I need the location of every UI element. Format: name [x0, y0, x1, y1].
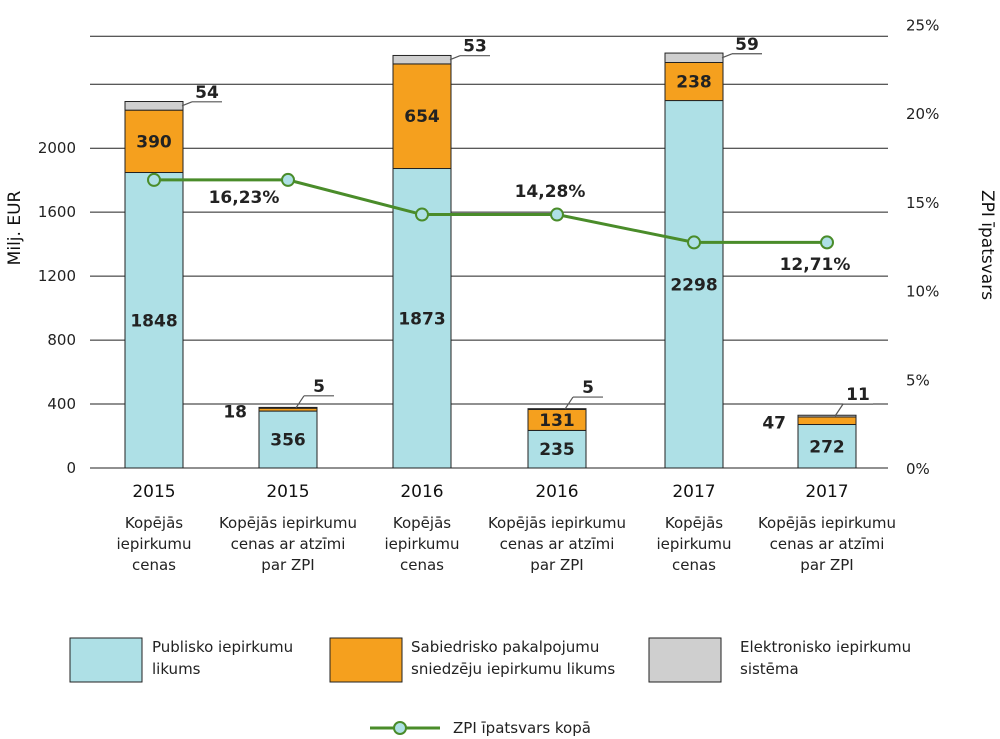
y-tick-label: 2000 — [38, 139, 76, 157]
zpi-marker — [281, 172, 295, 187]
category-desc-label: Kopējās iepirkumu — [488, 514, 626, 532]
category-year-label: 2017 — [672, 482, 715, 502]
bar-segment-spsil — [392, 63, 452, 170]
zpi-marker — [550, 207, 564, 222]
category-desc-label: cenas — [400, 556, 444, 574]
leader-line — [449, 55, 461, 61]
data-label-spsil: 131 — [539, 411, 575, 431]
bar-segment-pil — [664, 100, 724, 469]
y-tick-label: 0 — [66, 459, 76, 477]
zpi-marker — [687, 235, 701, 250]
bar-segment-eis — [124, 101, 184, 111]
y-axis-title: Milj. EUR — [5, 190, 25, 265]
legend-label: likums — [152, 660, 201, 678]
category-desc-label: par ZPI — [800, 556, 853, 574]
category-desc-label: cenas — [132, 556, 176, 574]
category-desc-label: Kopējās — [125, 514, 183, 532]
category-desc-label: iepirkumu — [116, 535, 191, 553]
legend-label: sniedzēju iepirkumu likums — [411, 660, 615, 678]
y2-tick-label: 20% — [906, 105, 939, 123]
legend-label: sistēma — [740, 660, 799, 678]
data-label-pil: 272 — [809, 437, 845, 457]
legend-swatch — [69, 637, 143, 683]
leader-line — [564, 396, 574, 410]
data-label-eis: 11 — [846, 385, 870, 405]
category-desc-label: Kopējās iepirkumu — [758, 514, 896, 532]
category-desc-label: cenas — [672, 556, 716, 574]
bar-segment-eis — [664, 52, 724, 63]
y-tick-label: 1600 — [38, 203, 76, 221]
zpi-marker — [415, 207, 429, 222]
data-label-pil: 356 — [270, 431, 306, 451]
legend-label: Publisko iepirkumu — [152, 638, 293, 656]
legend-label: Elektronisko iepirkumu — [740, 638, 911, 656]
category-desc-label: par ZPI — [530, 556, 583, 574]
data-label-spsil: 238 — [676, 73, 712, 93]
category-desc-label: Kopējās — [393, 514, 451, 532]
bar-segment-eis — [797, 414, 857, 418]
legend-label: Sabiedrisko pakalpojumu — [411, 638, 599, 656]
data-label-eis: 59 — [735, 35, 759, 55]
bar-segment-pil — [797, 424, 857, 469]
y2-tick-label: 5% — [906, 371, 930, 389]
bar-segment-eis — [527, 408, 587, 410]
data-label-spsil: 390 — [136, 132, 172, 152]
data-label-pil: 1848 — [130, 311, 177, 331]
category-year-label: 2016 — [535, 482, 578, 502]
y-tick-label: 400 — [47, 395, 76, 413]
data-label-eis: 54 — [195, 83, 219, 103]
data-label-eis: 5 — [313, 377, 325, 397]
y-tick-label: 800 — [47, 331, 76, 349]
zpi-marker — [820, 235, 834, 250]
zpi-marker — [147, 172, 161, 187]
y-tick-label: 1200 — [38, 267, 76, 285]
data-label-eis: 5 — [582, 378, 594, 398]
category-desc-label: iepirkumu — [656, 535, 731, 553]
category-year-label: 2017 — [805, 482, 848, 502]
leader-line — [181, 101, 193, 107]
zpi-percent-label: 16,23% — [209, 188, 280, 208]
y2-tick-label: 10% — [906, 283, 939, 301]
bar-segment-spsil — [124, 109, 184, 174]
y2-tick-label: 15% — [906, 194, 939, 212]
category-year-label: 2015 — [266, 482, 309, 502]
leader-line — [834, 403, 844, 417]
legend-swatch — [648, 637, 722, 683]
bar-segment-eis — [392, 54, 452, 65]
y2-axis-title: ZPI īpatsvars — [977, 190, 997, 300]
legend-line-marker — [393, 721, 407, 735]
data-label-pil: 235 — [539, 440, 575, 460]
category-year-label: 2015 — [132, 482, 175, 502]
bar-segment-pil — [124, 172, 184, 469]
leader-line — [721, 53, 733, 59]
category-desc-label: Kopējās — [665, 514, 723, 532]
leader-line — [295, 395, 305, 409]
category-desc-label: cenas ar atzīmi — [770, 535, 885, 553]
category-desc-label: par ZPI — [261, 556, 314, 574]
category-desc-label: cenas ar atzīmi — [500, 535, 615, 553]
category-desc-label: cenas ar atzīmi — [231, 535, 346, 553]
category-year-label: 2016 — [400, 482, 443, 502]
data-label-eis: 53 — [463, 37, 487, 57]
legend-swatch — [329, 637, 403, 683]
data-label-pil: 2298 — [670, 275, 717, 295]
data-label-spsil: 654 — [404, 107, 440, 127]
bar-segment-pil — [258, 410, 318, 469]
data-label-pil: 1873 — [398, 309, 445, 329]
data-label-spsil: 18 — [223, 403, 247, 423]
category-desc-label: iepirkumu — [384, 535, 459, 553]
y2-tick-label: 0% — [906, 460, 930, 478]
y2-tick-label: 25% — [906, 16, 939, 34]
bar-segment-spsil — [664, 61, 724, 102]
zpi-line — [154, 178, 827, 244]
data-label-spsil: 47 — [762, 414, 786, 434]
legend-label: ZPI īpatsvars kopā — [453, 719, 591, 737]
category-desc-label: Kopējās iepirkumu — [219, 514, 357, 532]
zpi-percent-label: 14,28% — [515, 182, 586, 202]
zpi-percent-label: 12,71% — [780, 255, 851, 275]
bar-segment-eis — [258, 406, 318, 409]
bar-segment-pil — [527, 429, 587, 469]
bar-segment-spsil — [797, 416, 857, 426]
